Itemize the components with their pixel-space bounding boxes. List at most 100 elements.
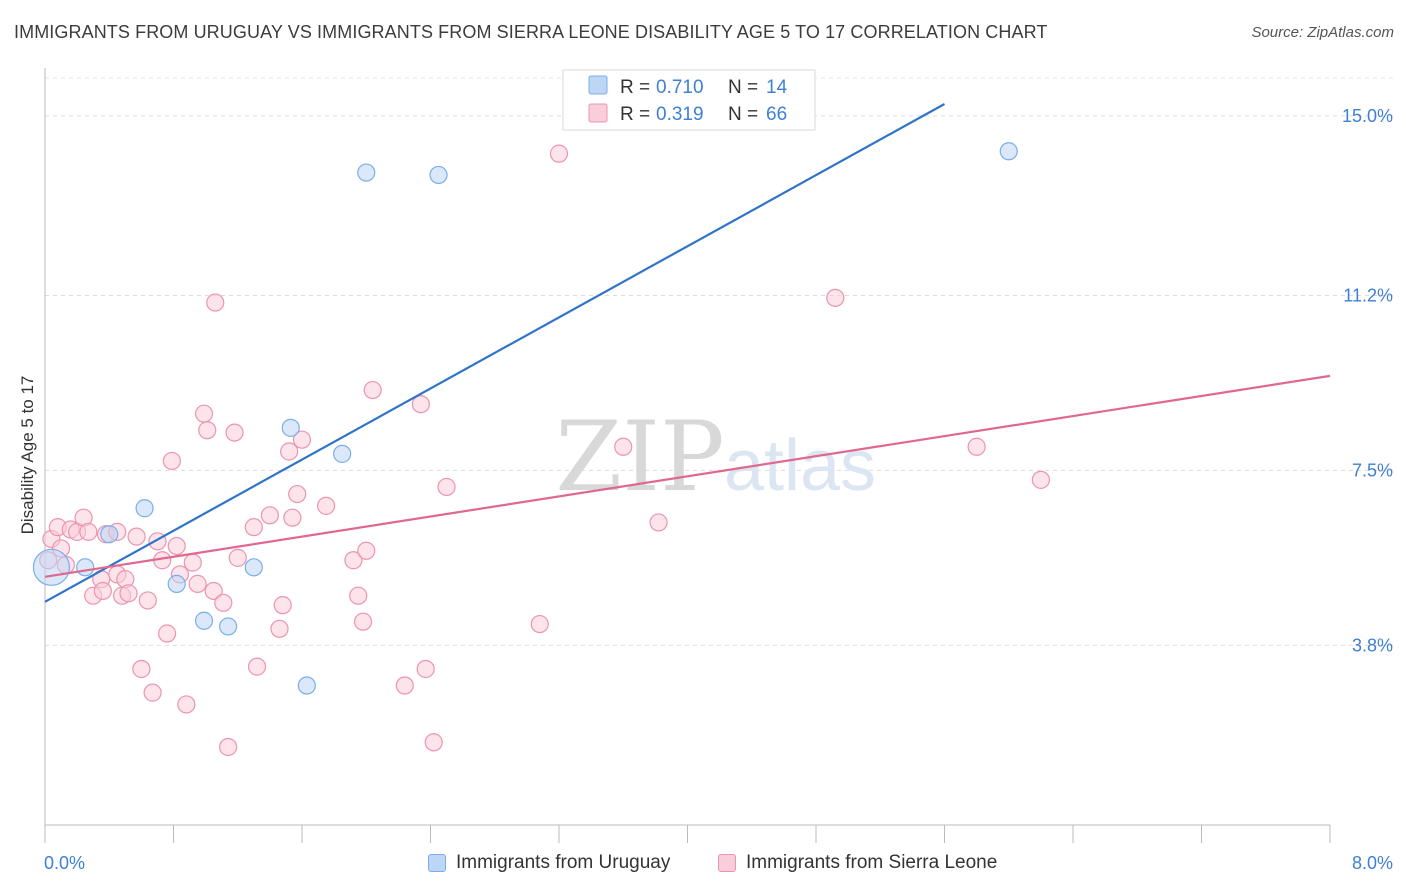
point-uruguay-8[interactable] [281,418,300,437]
point-sierra-leone-59[interactable] [614,437,633,456]
point-uruguay-12[interactable] [429,165,448,185]
point-sierra-leone-37[interactable] [244,518,263,537]
y-axis-title: Disability Age 5 to 17 [18,376,37,535]
y-tick-label-1: 7.5% [1352,460,1393,480]
gridlines [45,77,1395,646]
point-sierra-leone-35[interactable] [225,423,244,442]
legend-swatch-sierra-leone [588,103,608,123]
point-sierra-leone-54[interactable] [416,659,435,679]
point-sierra-leone-33[interactable] [214,593,233,612]
point-sierra-leone-61[interactable] [826,288,845,307]
watermark: ZIP atlas [555,401,876,513]
legend-label-uruguay: Immigrants from Uruguay [456,852,671,873]
correlation-legend: R = 0.710 N = 14 R = 0.319 N = 66 [562,69,816,131]
point-uruguay-10[interactable] [333,444,352,463]
point-sierra-leone-27[interactable] [183,553,202,572]
legend-r-value-sierra-leone: 0.319 [656,104,704,125]
y-tick-labels: 3.8% 7.5% 11.2% 15.0% [1342,106,1393,656]
point-sierra-leone-41[interactable] [273,596,292,615]
point-sierra-leone-29[interactable] [194,404,214,423]
point-sierra-leone-15[interactable] [119,584,138,603]
legend-item-sierra-leone[interactable]: Immigrants from Sierra Leone [718,852,997,874]
point-uruguay-0[interactable] [32,548,71,586]
point-sierra-leone-23[interactable] [162,451,181,471]
point-sierra-leone-26[interactable] [177,695,196,714]
legend-n-value-sierra-leone: 66 [766,104,787,125]
legend-n-label-sierra-leone: N = [728,104,758,125]
point-uruguay-2[interactable] [100,525,119,544]
point-sierra-leone-49[interactable] [353,612,373,631]
trend-line-uruguay [44,103,946,603]
series-uruguay-points [32,142,1018,695]
watermark-zip: ZIP [555,401,724,513]
y-tick-label-0: 3.8% [1352,635,1393,655]
legend-swatch-uruguay [588,75,608,95]
point-uruguay-13[interactable] [999,142,1018,161]
y-tick-label-3: 15.0% [1342,106,1393,126]
point-uruguay-11[interactable] [357,163,376,182]
point-sierra-leone-56[interactable] [437,477,456,497]
point-uruguay-9[interactable] [297,676,316,695]
point-sierra-leone-40[interactable] [270,619,289,638]
point-sierra-leone-28[interactable] [188,574,207,593]
legend-r-value-uruguay: 0.710 [656,77,704,98]
point-uruguay-3[interactable] [135,499,154,518]
point-sierra-leone-30[interactable] [198,421,217,440]
x-tick-label-0: 0.0% [44,853,85,873]
point-sierra-leone-51[interactable] [363,380,382,400]
point-sierra-leone-53[interactable] [411,395,430,414]
point-uruguay-7[interactable] [244,558,263,577]
point-sierra-leone-43[interactable] [283,508,302,527]
point-sierra-leone-22[interactable] [157,624,177,643]
legend-swatch-uruguay-bottom [428,854,446,872]
point-sierra-leone-16[interactable] [127,527,146,546]
point-sierra-leone-52[interactable] [395,676,414,695]
point-sierra-leone-46[interactable] [316,496,336,515]
legend-r-label-sierra-leone: R = [620,104,650,125]
series-legend: Immigrants from Uruguay Immigrants from … [0,852,1406,878]
point-sierra-leone-18[interactable] [138,591,157,610]
x-tick-labels: 0.0% 8.0% [44,853,1393,873]
axes [44,68,1331,843]
point-sierra-leone-47[interactable] [344,551,363,570]
legend-n-value-uruguay: 14 [766,77,788,98]
point-sierra-leone-44[interactable] [288,484,307,504]
legend-label-sierra-leone: Immigrants from Sierra Leone [746,852,998,873]
point-sierra-leone-31[interactable] [204,581,223,601]
legend-swatch-sierra-leone-bottom [718,854,736,872]
point-sierra-leone-36[interactable] [228,548,247,567]
point-sierra-leone-7[interactable] [79,522,98,541]
series-sierra-leone-points [39,144,1050,757]
point-sierra-leone-39[interactable] [260,506,279,525]
point-sierra-leone-55[interactable] [424,733,443,752]
point-sierra-leone-38[interactable] [247,657,267,676]
legend-n-label-uruguay: N = [728,77,758,98]
point-sierra-leone-63[interactable] [1031,470,1050,489]
x-tick-label-1: 8.0% [1352,853,1393,873]
chart-title: IMMIGRANTS FROM URUGUAY VS IMMIGRANTS FR… [14,22,1048,42]
point-sierra-leone-17[interactable] [132,659,151,679]
point-sierra-leone-32[interactable] [206,293,225,312]
point-uruguay-1[interactable] [76,558,95,577]
point-sierra-leone-19[interactable] [143,683,162,702]
point-sierra-leone-57[interactable] [530,614,549,634]
trend-line-sierra-leone [44,374,1331,578]
point-sierra-leone-50[interactable] [357,541,376,560]
point-sierra-leone-62[interactable] [967,437,986,456]
legend-item-uruguay[interactable]: Immigrants from Uruguay [428,852,670,874]
legend-r-label-uruguay: R = [620,77,650,98]
point-sierra-leone-45[interactable] [292,430,312,449]
point-sierra-leone-48[interactable] [349,586,368,605]
point-sierra-leone-34[interactable] [219,737,238,757]
trend-lines [44,103,1331,603]
point-sierra-leone-65[interactable] [93,581,112,601]
point-uruguay-4[interactable] [167,574,186,593]
point-uruguay-6[interactable] [219,617,238,636]
point-sierra-leone-42[interactable] [280,442,299,461]
point-sierra-leone-58[interactable] [549,144,569,163]
source-label: Source: ZipAtlas.com [1251,24,1394,41]
point-sierra-leone-60[interactable] [649,513,668,532]
point-uruguay-5[interactable] [194,611,214,630]
point-sierra-leone-24[interactable] [167,536,186,556]
